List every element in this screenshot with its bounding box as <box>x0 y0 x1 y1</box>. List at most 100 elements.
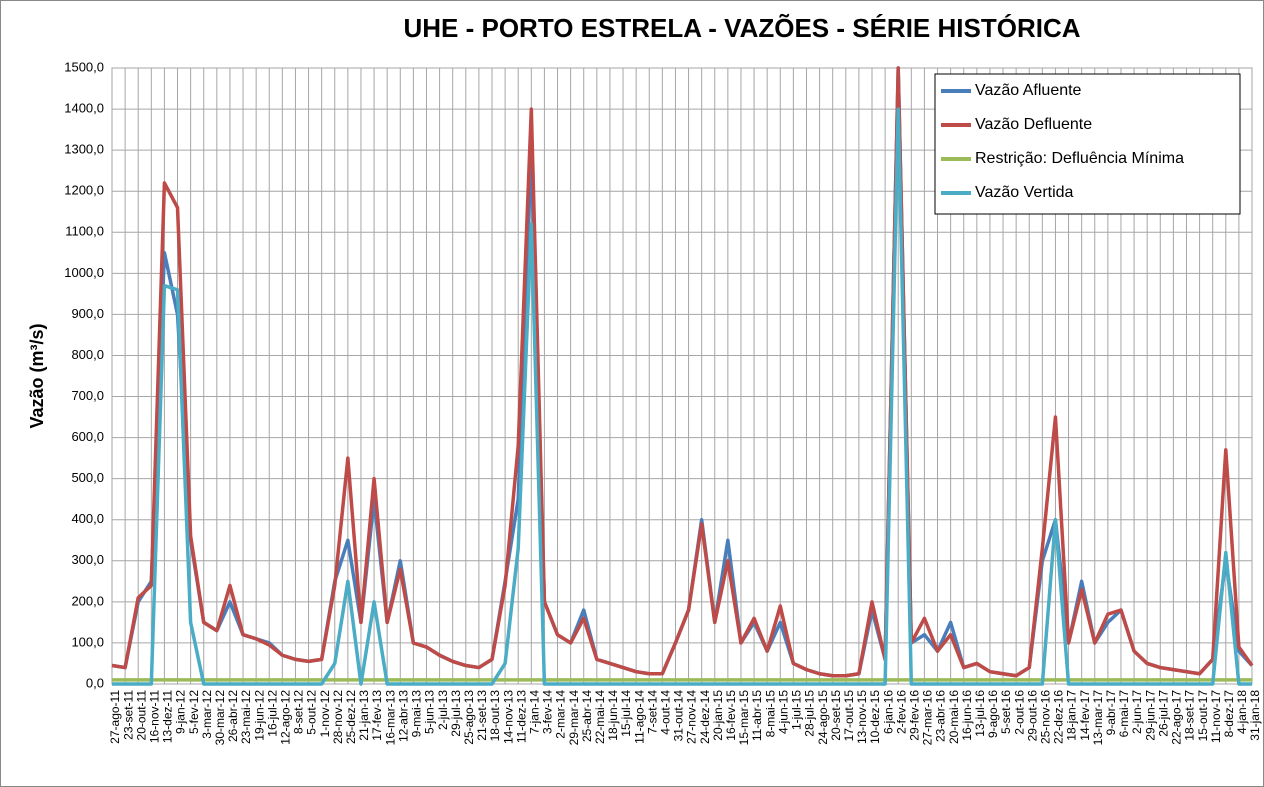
x-tick-label: 26-jul-17 <box>1156 690 1170 737</box>
x-tick-label: 2-out-16 <box>1012 690 1026 735</box>
y-tick-label: 600,0 <box>71 429 104 444</box>
legend-label: Vazão Vertida <box>975 184 1074 201</box>
y-tick-label: 800,0 <box>71 347 104 362</box>
x-tick-label: 11-abr-15 <box>750 690 764 741</box>
x-tick-label: 24-ago-15 <box>816 690 830 745</box>
x-tick-label: 31-out-14 <box>672 690 686 742</box>
y-tick-label: 500,0 <box>71 470 104 485</box>
x-tick-label: 11-dez-13 <box>514 690 528 743</box>
x-tick-label: 27-nov-14 <box>685 690 699 744</box>
x-tick-label: 25-nov-16 <box>1039 690 1053 744</box>
x-tick-label: 16-fev-15 <box>724 690 738 741</box>
x-tick-label: 9-ago-16 <box>986 690 1000 738</box>
x-tick-label: 2-mar-14 <box>554 690 568 739</box>
x-tick-label: 4-out-14 <box>659 690 673 735</box>
x-tick-label: 23-abr-16 <box>934 690 948 742</box>
x-tick-label: 18-set-17 <box>1183 690 1197 741</box>
x-tick-label: 15-jul-14 <box>619 690 633 737</box>
x-tick-label: 13-dez-11 <box>161 690 175 743</box>
x-tick-label: 13-jul-16 <box>973 690 987 737</box>
x-tick-label: 1-nov-12 <box>318 690 332 738</box>
y-tick-label: 300,0 <box>71 552 104 567</box>
x-tick-label: 27-ago-11 <box>108 690 122 744</box>
x-tick-label: 16-jun-16 <box>960 690 974 741</box>
x-tick-label: 16-nov-11 <box>147 690 161 743</box>
x-tick-label: 22-dez-16 <box>1052 690 1066 744</box>
x-tick-label: 17-out-15 <box>842 690 856 742</box>
x-tick-label: 2-jul-13 <box>436 690 450 730</box>
x-tick-label: 18-out-13 <box>488 690 502 742</box>
x-tick-label: 18-jun-14 <box>606 690 620 741</box>
x-tick-label: 17-fev-13 <box>370 690 384 741</box>
series-line <box>112 107 1252 686</box>
x-tick-label: 16-mar-13 <box>383 690 397 746</box>
x-tick-label: 7-jan-14 <box>527 690 541 734</box>
x-tick-label: 25-ago-13 <box>462 690 476 745</box>
x-tick-label: 29-out-16 <box>1025 690 1039 742</box>
y-tick-label: 0,0 <box>86 675 104 690</box>
x-tick-label: 6-jan-16 <box>881 690 895 734</box>
x-tick-label: 8-dez-17 <box>1222 690 1236 738</box>
series-line <box>111 66 1254 678</box>
x-tick-label: 14-nov-13 <box>501 690 515 744</box>
x-tick-label: 29-fev-16 <box>907 690 921 741</box>
x-tick-label: 25-dez-12 <box>344 690 358 744</box>
y-tick-label: 200,0 <box>71 593 104 608</box>
x-tick-label: 3-mar-12 <box>200 690 214 739</box>
x-tick-label: 28-jul-15 <box>803 690 817 737</box>
x-tick-label: 2-jun-17 <box>1130 690 1144 734</box>
x-tick-label: 14-fev-17 <box>1078 690 1092 741</box>
x-tick-label: 28-nov-12 <box>331 690 345 744</box>
x-tick-label: 22-ago-17 <box>1170 690 1184 745</box>
x-tick-label: 29-jul-13 <box>449 690 463 737</box>
x-tick-label: 9-abr-17 <box>1104 690 1118 736</box>
x-tick-label: 24-dez-14 <box>698 690 712 744</box>
x-tick-label: 4-jan-18 <box>1235 690 1249 734</box>
y-tick-label: 1000,0 <box>64 265 104 280</box>
x-tick-label: 3-fev-14 <box>541 690 555 734</box>
y-tick-label: 1500,0 <box>64 59 104 74</box>
x-tick-label: 27-mar-16 <box>921 690 935 746</box>
x-tick-label: 23-set-11 <box>121 690 135 740</box>
y-tick-label: 400,0 <box>71 511 104 526</box>
x-tick-label: 21-set-13 <box>475 690 489 741</box>
x-tick-label: 5-set-16 <box>999 690 1013 734</box>
x-tick-label: 15-out-17 <box>1196 690 1210 742</box>
x-tick-label: 29-jun-17 <box>1143 690 1157 741</box>
y-tick-label: 1400,0 <box>64 101 104 116</box>
legend-label: Restrição: Defluência Mínima <box>975 150 1184 167</box>
y-tick-label: 900,0 <box>71 306 104 321</box>
x-tick-label: 30-mar-12 <box>213 690 227 746</box>
x-tick-label: 21-jan-13 <box>357 690 371 741</box>
y-tick-label: 1200,0 <box>64 183 104 198</box>
x-tick-label: 8-set-12 <box>292 690 306 734</box>
x-tick-label: 23-mai-12 <box>239 690 253 744</box>
y-axis-label: Vazão (m³/s) <box>27 323 47 428</box>
x-tick-label: 12-abr-13 <box>396 690 410 742</box>
x-tick-label: 15-mar-15 <box>737 690 751 746</box>
y-tick-label: 1100,0 <box>65 224 104 239</box>
y-tick-label: 1300,0 <box>64 142 104 157</box>
x-tick-label: 5-fev-12 <box>187 690 201 734</box>
x-tick-label: 13-nov-15 <box>855 690 869 744</box>
x-tick-label: 9-mai-13 <box>410 690 424 738</box>
x-tick-label: 2-fev-16 <box>894 690 908 734</box>
x-tick-label: 16-jul-12 <box>265 690 279 737</box>
x-tick-label: 26-abr-12 <box>226 690 240 742</box>
legend-box <box>934 73 1241 215</box>
x-tick-label: 5-out-12 <box>305 690 319 735</box>
x-tick-label: 20-mai-16 <box>947 690 961 744</box>
x-tick-label: 10-dez-15 <box>868 690 882 744</box>
x-tick-label: 29-mar-14 <box>567 690 581 746</box>
x-tick-label: 31-jan-18 <box>1248 690 1262 741</box>
x-tick-label: 22-mai-14 <box>593 690 607 744</box>
x-tick-label: 12-ago-12 <box>279 690 293 745</box>
x-tick-label: 1-jul-15 <box>790 690 804 730</box>
x-tick-label: 20-set-15 <box>829 690 843 741</box>
x-tick-label: 20-jan-15 <box>711 690 725 741</box>
x-tick-label: 11-ago-14 <box>632 690 646 744</box>
x-tick-label: 8-mai-15 <box>763 690 777 738</box>
x-tick-label: 20-out-11 <box>134 690 148 741</box>
x-tick-label: 5-jun-13 <box>423 690 437 734</box>
chart-title: UHE - PORTO ESTRELA - VAZÕES - SÉRIE HIS… <box>403 13 1080 43</box>
